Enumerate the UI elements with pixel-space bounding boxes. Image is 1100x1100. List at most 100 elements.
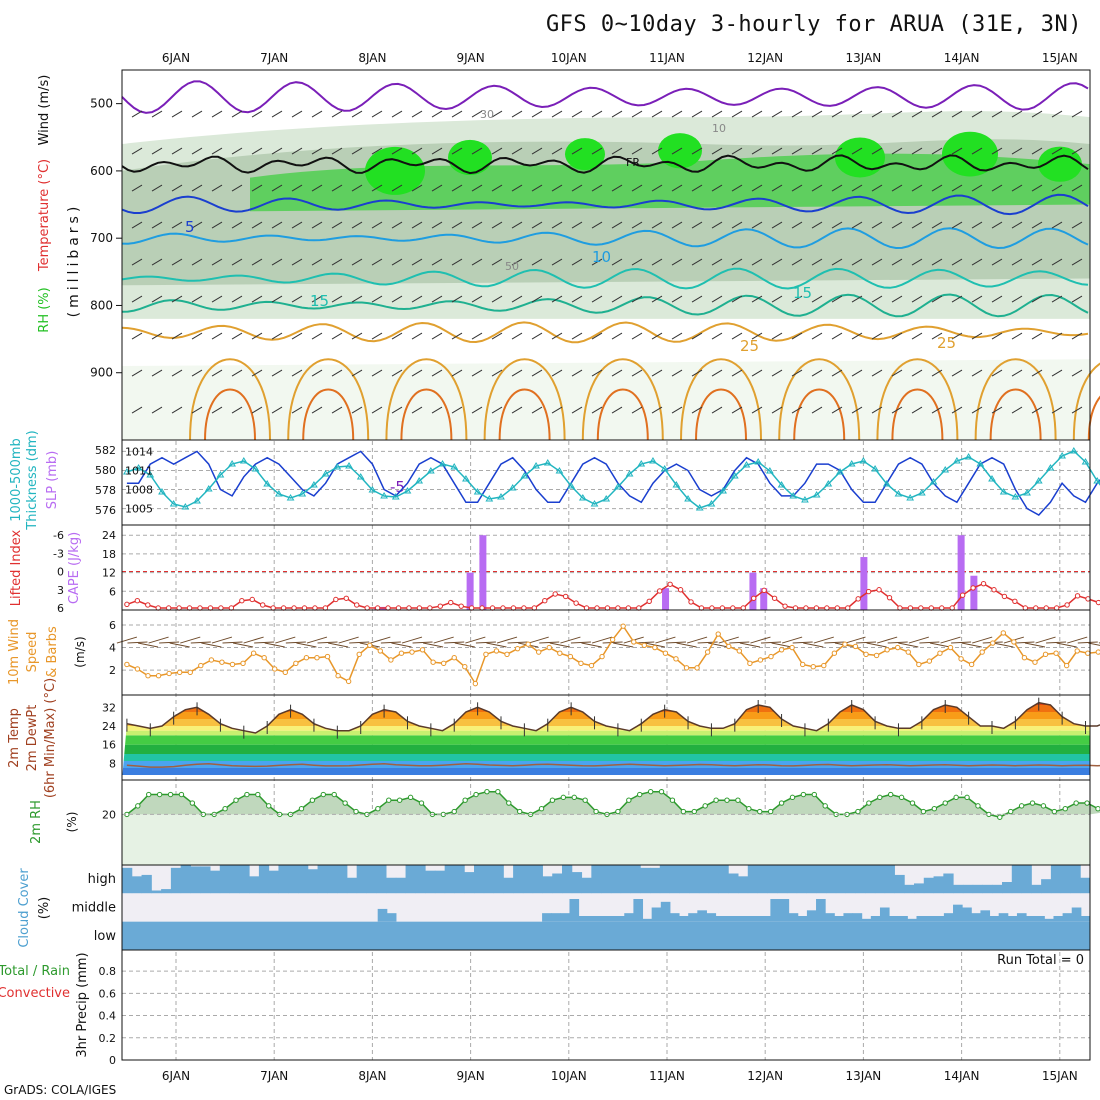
wind-barb [511,332,523,340]
cloud-bar [131,876,143,894]
wind-barb [251,332,263,340]
thickness-line-marker [508,484,517,491]
wind-barb [871,295,883,303]
wind-barb [291,258,303,266]
wind-barb [191,147,203,155]
date-label-top: 13JAN [846,51,882,65]
wind-barb [451,221,463,229]
wind-barb [751,258,763,266]
wind-barb [631,184,643,192]
cloud-bar [346,877,358,894]
lifted-index-line-marker [134,598,141,604]
wind-speed-line-marker [620,623,626,629]
rh-line-marker [1073,800,1079,806]
wind-barb [391,332,403,340]
cloud-bar [542,913,552,922]
wind-barb [731,147,743,155]
wind-barb [931,295,943,303]
warm-arch [483,358,566,441]
wind-speed-line-marker [968,661,975,668]
wind-speed-line-marker [842,641,848,647]
wind-barb [591,184,603,192]
wind-barb-10m [613,642,634,648]
thickness-line-marker [578,494,587,501]
rh-line-marker [800,791,807,798]
wind-barb [851,369,863,377]
wind-barb [551,184,563,192]
rh-line-marker [735,797,741,803]
cloud-bar [210,870,221,894]
thickness-line-marker [123,468,131,475]
wind-barb-10m [159,641,180,644]
y-axis-label-right: (m/s) [73,636,87,667]
rh-line-marker [146,791,152,798]
wind-barb [491,147,503,155]
wind-barb [451,369,463,377]
wind-barb [971,110,983,118]
cloud-bar [1007,916,1018,922]
wind-barb-10m [760,641,782,644]
cloud-bar [298,865,309,894]
cape-bar [466,572,474,610]
cloud-bar [161,889,172,894]
wind-barb [551,221,563,229]
wind-barb [811,184,823,192]
cloud-bar [767,865,778,894]
wind-barb [211,369,223,377]
date-label-top: 7JAN [260,51,288,65]
wind-barb [671,295,683,303]
y-axis-label: 1000-500mb [9,438,24,522]
y-tick-label: 1008 [125,484,153,497]
thickness-line-marker [438,460,447,467]
wind-barb [771,258,783,266]
wind-barb [651,406,663,414]
wind-barb [351,221,363,229]
wind-barb [331,406,343,414]
thickness-line-marker [999,488,1008,495]
cloud-bar [327,865,338,894]
wind-barb [891,110,903,118]
cloud-bar [907,918,917,922]
lifted-index-line-marker [333,596,339,603]
wind-barb [451,147,463,155]
cloud-bar [933,876,944,894]
cloud-bar [998,913,1009,922]
wind-barb [711,369,723,377]
wind-barb [991,110,1003,118]
wind-barb [871,406,883,414]
wind-barb-10m [919,641,940,644]
rh-line-marker [647,788,654,795]
wind-barb [631,147,643,155]
thickness-line-marker [684,495,692,502]
cloud-bar [610,865,622,894]
wind-barb-10m [1014,641,1035,644]
wind-barb [791,110,803,118]
isotherm-line [121,193,1089,216]
wind-barb [411,295,423,303]
wind-barb [1051,406,1063,414]
warm-arch-inner [1087,395,1100,441]
wind-barb-10m [771,642,792,648]
wind-barb [711,332,723,340]
wind-barb [431,147,443,155]
wind-barb [791,221,803,229]
lifted-index-line-marker [855,596,861,602]
date-label-bottom: 7JAN [260,1069,288,1083]
rh-90-shade [565,138,605,171]
y-axis-label-right: (millibars) [66,203,82,318]
wind-barb [731,295,743,303]
wind-speed-line-marker [757,657,764,663]
wind-barb [431,295,443,303]
wind-barb [331,221,343,229]
wind-barb [771,184,783,192]
wind-barb [271,295,283,303]
wind-barb [311,221,323,229]
y-axis-label-right: SLP (mb) [45,451,60,510]
cloud-bar [434,870,446,894]
thickness-line-marker [1034,477,1043,484]
cloud-bar [606,916,616,922]
wind-barb [891,147,903,155]
thickness-line-marker [976,460,985,467]
wind-barb-10m [232,642,254,648]
wind-barb [691,221,703,229]
